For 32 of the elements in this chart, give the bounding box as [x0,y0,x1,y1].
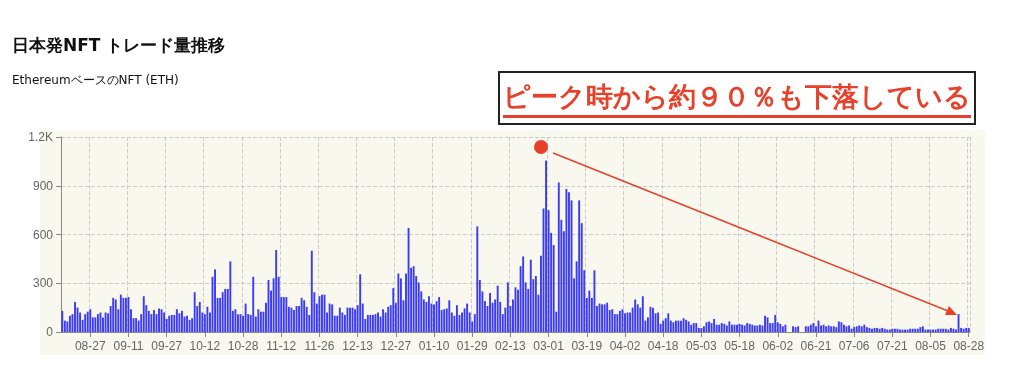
x-tick-label: 11-12 [266,339,297,353]
chart-title: 日本発NFT トレード量推移 [12,34,226,57]
x-tick-label: 05-18 [724,339,756,353]
y-tick-label: 900 [32,178,54,193]
x-tick-label: 03-19 [571,339,603,353]
x-tick-label: 07-21 [876,339,909,353]
y-tick-label: 600 [32,227,54,242]
x-tick-label: 01-29 [456,339,488,353]
x-tick-label: 08-27 [74,339,106,353]
x-tick-label: 08-05 [915,339,947,353]
x-tick-label: 08-28 [953,339,985,353]
x-tick-label: 04-02 [609,339,641,353]
x-tick-label: 02-13 [495,339,527,353]
x-tick-label: 09-27 [151,339,183,353]
x-tick-label: 07-06 [838,339,870,353]
x-tick-label: 06-21 [800,339,832,353]
x-tick-label: 01-10 [418,339,450,353]
x-tick-label: 09-11 [113,339,144,353]
x-tick-label: 10-28 [227,339,259,353]
y-tick-label: 300 [32,276,54,291]
x-tick-label: 05-03 [686,339,718,353]
x-tick-label: 11-26 [304,339,335,353]
x-tick-label: 12-13 [342,339,374,353]
x-tick-label: 06-02 [762,339,794,353]
y-tick-label: 0 [46,325,54,339]
x-tick-label: 12-27 [380,339,412,353]
x-tick-label: 04-18 [647,339,679,353]
text: ピーク時から約９０％も下落している [503,78,971,118]
x-tick-label: 10-12 [189,339,221,353]
chart-subtitle: EthereumベースのNFT (ETH) [12,72,179,89]
x-tick-label: 03-01 [533,339,565,353]
y-tick-label: 1.2K [28,130,53,144]
